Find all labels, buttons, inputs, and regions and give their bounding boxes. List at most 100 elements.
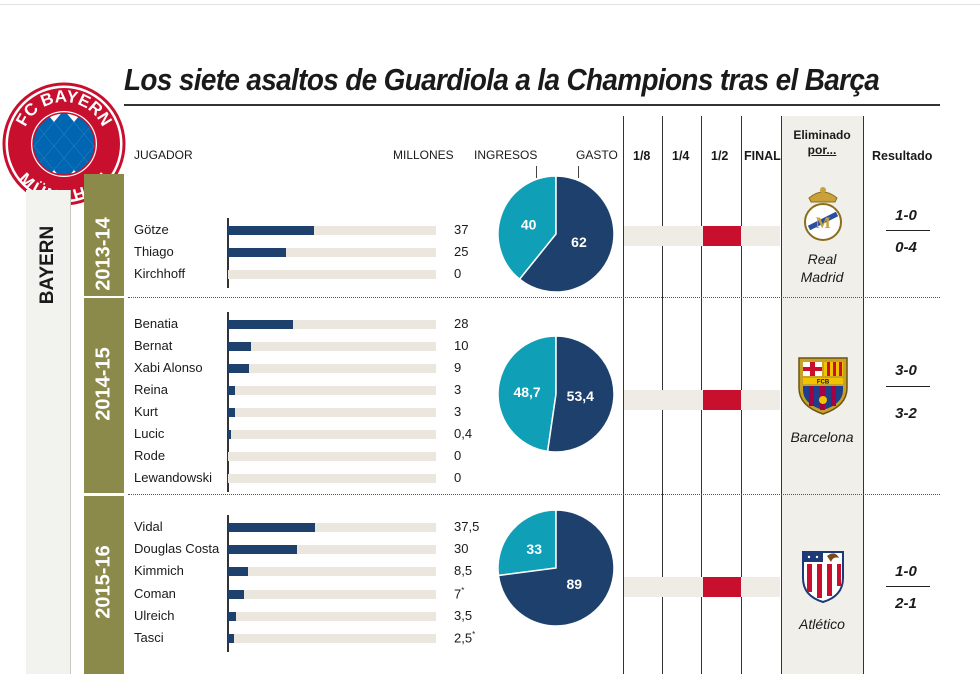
season-label: 2013-14 — [92, 217, 115, 291]
player-name: Benatia — [134, 316, 179, 331]
player-name: Thiago — [134, 244, 174, 259]
player-name: Tasci — [134, 630, 164, 645]
atletico-madrid-crest-icon — [802, 551, 844, 604]
player-name: Kurt — [134, 404, 158, 419]
transfer-value: 10 — [454, 338, 469, 353]
bar-track — [228, 342, 436, 351]
opponent-name: Barcelona — [790, 429, 854, 445]
transfer-bar — [228, 589, 245, 599]
header-round-1-2: 1/2 — [711, 149, 729, 163]
season-separator-1 — [128, 297, 940, 298]
header-millions: MILLONES — [393, 148, 454, 162]
transfer-value: 0 — [454, 266, 462, 281]
top-border — [0, 4, 980, 5]
transfer-value: 30 — [454, 541, 469, 557]
eliminated-round-marker — [703, 390, 741, 410]
player-name: Lewandowski — [134, 470, 213, 485]
transfer-bar — [228, 248, 286, 257]
player-name: Rode — [134, 448, 166, 463]
player-name: Bernat — [134, 338, 173, 353]
transfer-bar — [228, 523, 315, 532]
pie-chart-2015-16: 33 89 — [497, 509, 615, 627]
bar-track — [228, 430, 436, 439]
bar-track — [228, 452, 436, 461]
player-name: Reina — [134, 382, 168, 397]
header-round-1-8: 1/8 — [633, 149, 651, 163]
transfer-bar — [228, 342, 252, 351]
transfer-value: 3,5 — [454, 607, 473, 623]
bar-track — [228, 248, 436, 257]
round-divider-1-8 — [623, 116, 624, 674]
header-round-final: FINAL — [744, 149, 781, 163]
transfer-value: 2,5* — [454, 630, 476, 646]
bar-track — [228, 523, 436, 532]
bar-track — [228, 611, 436, 621]
fc-bayern-logo-icon: FC BAYERN MÜNCHEN — [2, 82, 126, 206]
bar-track — [228, 226, 436, 235]
result-first-leg: 1-0 — [895, 563, 917, 580]
team-label: BAYERN — [37, 225, 58, 305]
result-first-leg: 3-0 — [895, 362, 917, 379]
transfer-value: 7* — [454, 585, 465, 601]
season-label: 2015-16 — [92, 545, 115, 619]
header-eliminated-by: Eliminado por... — [793, 128, 851, 157]
transfer-value: 37 — [454, 222, 469, 237]
bar-axis — [227, 312, 229, 492]
result-second-leg: 3-2 — [895, 405, 917, 422]
bar-track — [228, 364, 436, 373]
transfer-value: 25 — [454, 244, 469, 259]
result-divider — [886, 230, 930, 231]
spending-leader-line — [578, 166, 579, 178]
season-separator-2 — [128, 494, 940, 495]
player-name: Götze — [134, 222, 169, 237]
fc-barcelona-crest-icon: FCB — [798, 357, 848, 415]
title-rule — [124, 104, 940, 106]
pie-chart-2013-14: 40 62 — [497, 175, 615, 293]
pie-label-income: 40 — [521, 216, 537, 232]
header-result: Resultado — [872, 149, 933, 163]
income-leader-line — [536, 166, 537, 178]
pie-label-spending: 62 — [571, 234, 587, 250]
round-divider-result — [863, 116, 864, 674]
player-name: Xabi Alonso — [134, 360, 203, 375]
transfer-value: 37,5 — [454, 519, 480, 534]
round-track-2014-15 — [624, 390, 780, 410]
player-name: Lucic — [134, 426, 165, 441]
season-band-2014-15 — [84, 298, 124, 493]
eliminated-round-marker — [703, 226, 741, 246]
pie-slice-spending — [546, 335, 615, 453]
bar-track — [228, 545, 436, 555]
bar-track — [228, 567, 436, 577]
transfer-value: 0,4 — [454, 426, 473, 441]
team-column — [26, 190, 70, 674]
opponent-name: Atlético — [799, 616, 845, 632]
pie-slice-spending — [497, 509, 615, 627]
header-round-1-4: 1/4 — [672, 149, 690, 163]
transfer-bar — [228, 567, 248, 577]
result-divider — [886, 386, 930, 387]
bar-track — [228, 589, 436, 599]
player-name: Coman — [134, 585, 176, 601]
transfer-bar — [228, 386, 235, 395]
round-track-2013-14 — [624, 226, 780, 246]
season-band-2013-14 — [84, 174, 124, 296]
pie-label-income: 33 — [526, 541, 542, 557]
svg-text:FCB: FCB — [817, 380, 830, 386]
pie-slice-income — [497, 175, 557, 281]
result-first-leg: 1-0 — [895, 207, 917, 224]
player-name: Kimmich — [134, 563, 184, 579]
real-madrid-crest-icon: M — [804, 187, 842, 241]
transfer-value: 0 — [454, 448, 462, 463]
pie-label-income: 48,7 — [513, 384, 540, 400]
bar-track — [228, 270, 436, 279]
transfer-value: 3 — [454, 382, 462, 397]
pie-slice-spending — [518, 175, 615, 293]
bar-axis — [227, 515, 229, 653]
pie-slice-income — [497, 335, 557, 453]
header-player: JUGADOR — [134, 148, 193, 162]
transfer-bar — [228, 408, 235, 417]
transfer-value: 0 — [454, 470, 462, 485]
transfer-value: 28 — [454, 316, 469, 331]
transfer-bar — [228, 634, 234, 643]
transfer-bar — [228, 320, 293, 329]
